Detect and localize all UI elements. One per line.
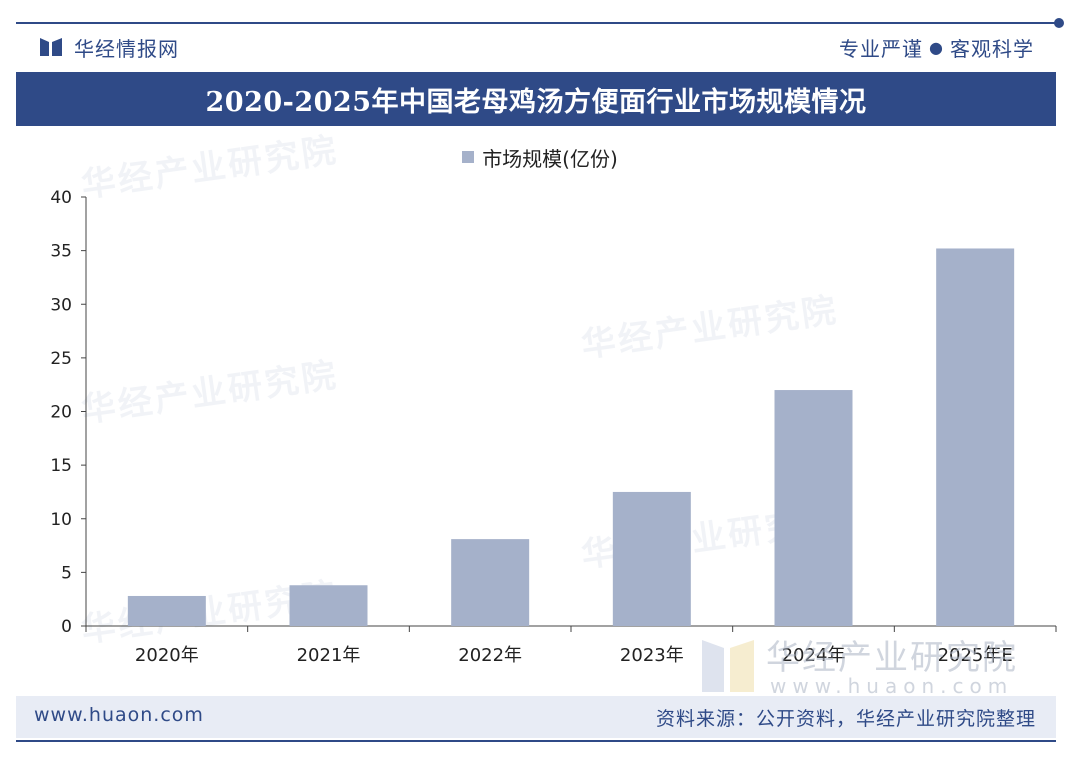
y-tick-label: 30 <box>50 295 72 315</box>
y-tick-label: 0 <box>61 617 72 637</box>
x-tick-label: 2022年 <box>458 645 522 666</box>
slogan: 专业严谨 ● 客观科学 <box>839 32 1034 62</box>
watermark-url: www.huaon.com <box>770 674 1014 698</box>
chart-title: 2020-2025年中国老母鸡汤方便面行业市场规模情况 <box>205 86 867 118</box>
x-tick-label: 2020年 <box>135 645 199 666</box>
legend-label: 市场规模(亿份) <box>482 146 618 171</box>
legend: 市场规模(亿份) <box>0 142 1080 172</box>
brand-name: 华经情报网 <box>74 36 179 61</box>
watermark-logo: 华经产业研究院 www.huaon.com <box>700 630 1030 700</box>
watermark-logo-icon <box>702 640 754 692</box>
footer-url: www.huaon.com <box>34 704 204 726</box>
bar <box>451 539 530 626</box>
bottom-divider <box>16 740 1056 742</box>
slogan-dot-icon: ● <box>929 37 944 57</box>
title-bar: 2020-2025年中国老母鸡汤方便面行业市场规模情况 <box>16 72 1056 126</box>
x-tick-label: 2024年 <box>782 645 846 666</box>
y-tick-label: 35 <box>50 242 72 262</box>
x-tick-label: 2023年 <box>620 645 684 666</box>
bar <box>774 390 853 626</box>
x-tick-label: 2021年 <box>297 645 361 666</box>
brand-logo-icon <box>40 38 62 56</box>
bar <box>289 585 368 626</box>
y-tick-label: 20 <box>50 403 72 423</box>
slogan-right: 客观科学 <box>950 36 1034 61</box>
slogan-left: 专业严谨 <box>839 36 924 61</box>
y-tick-label: 15 <box>50 456 72 476</box>
bar <box>936 248 1015 627</box>
y-tick-label: 25 <box>50 349 72 369</box>
top-divider <box>16 18 1064 28</box>
watermark-main-text: 华经产业研究院 <box>766 638 1018 678</box>
legend-swatch <box>462 151 475 163</box>
bar <box>127 595 206 626</box>
x-tick-label: 2025年E <box>938 645 1013 666</box>
footer-bar <box>16 696 1056 738</box>
y-tick-label: 40 <box>50 188 72 208</box>
bar <box>612 491 691 626</box>
y-tick-label: 5 <box>61 563 72 583</box>
brand: 华经情报网 <box>38 32 179 62</box>
y-tick-label: 10 <box>50 510 72 530</box>
footer-source: 资料来源：公开资料，华经产业研究院整理 <box>655 708 1036 730</box>
